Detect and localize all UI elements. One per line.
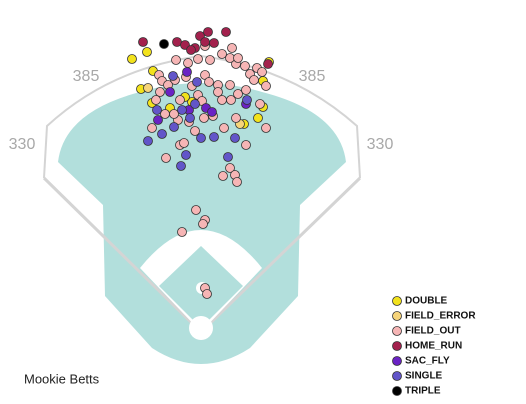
hit-point <box>205 55 215 65</box>
hit-point <box>159 39 169 49</box>
wall-distance: 330 <box>367 136 394 153</box>
legend-label: SAC_FLY <box>405 356 450 367</box>
legend-swatch <box>392 356 402 366</box>
hit-point <box>209 132 219 142</box>
hit-point <box>241 140 251 150</box>
hit-point <box>202 289 212 299</box>
legend-label: SINGLE <box>405 371 443 382</box>
hit-point <box>232 177 242 187</box>
wall-distance: 330 <box>9 136 36 153</box>
hit-point <box>242 95 252 105</box>
hit-point <box>227 43 237 53</box>
legend-swatch <box>392 326 402 336</box>
hit-point <box>193 54 203 64</box>
hit-point <box>181 150 191 160</box>
hit-point <box>192 77 202 87</box>
wall-distance: 385 <box>299 68 326 85</box>
hit-point <box>225 163 235 173</box>
hit-point <box>183 58 193 68</box>
hit-point <box>249 75 259 85</box>
hit-point <box>226 95 236 105</box>
hit-point <box>179 138 189 148</box>
player-name: Mookie Betts <box>24 371 100 386</box>
legend-label: FIELD_ERROR <box>405 311 476 322</box>
hit-point <box>198 219 208 229</box>
hit-point <box>151 95 161 105</box>
hit-point <box>204 77 214 87</box>
legend-label: DOUBLE <box>405 296 448 307</box>
hit-point <box>261 123 271 133</box>
legend-swatch <box>392 386 402 396</box>
hit-point <box>261 81 271 91</box>
hit-point <box>127 54 137 64</box>
hit-point <box>241 85 251 95</box>
hit-point <box>169 122 179 132</box>
hit-point <box>186 45 196 55</box>
hit-point <box>203 27 213 37</box>
legend-swatch <box>392 371 402 381</box>
hit-point <box>257 67 267 77</box>
hit-point <box>191 205 201 215</box>
hit-point <box>190 126 200 136</box>
legend-swatch <box>392 341 402 351</box>
hit-point <box>168 71 178 81</box>
hit-point <box>190 99 200 109</box>
hit-point <box>182 67 192 77</box>
legend-label: FIELD_OUT <box>405 326 461 337</box>
hit-point <box>176 161 186 171</box>
legend-label: HOME_RUN <box>405 341 462 352</box>
hit-point <box>231 113 241 123</box>
hit-point <box>223 152 233 162</box>
hit-point <box>152 105 162 115</box>
hit-point <box>138 37 148 47</box>
hit-point <box>143 136 153 146</box>
hit-point <box>147 123 157 133</box>
hit-point <box>230 133 240 143</box>
hit-point <box>240 61 250 71</box>
hit-point <box>157 129 167 139</box>
hit-point <box>225 80 235 90</box>
hit-point <box>165 87 175 97</box>
hit-point <box>219 123 229 133</box>
hit-point <box>142 47 152 57</box>
hit-point <box>200 37 210 47</box>
hit-point <box>169 109 179 119</box>
hit-point <box>171 55 181 65</box>
hit-point <box>233 53 243 63</box>
legend-label: TRIPLE <box>405 386 441 397</box>
hit-point <box>161 153 171 163</box>
hit-point <box>177 105 187 115</box>
hit-point <box>233 89 243 99</box>
hit-point <box>209 38 219 48</box>
hit-point <box>196 133 206 143</box>
hit-point <box>175 95 185 105</box>
hit-point <box>153 115 163 125</box>
wall-distance: 385 <box>73 68 100 85</box>
hit-point <box>253 113 263 123</box>
legend-swatch <box>392 296 402 306</box>
hit-point <box>217 95 227 105</box>
hit-point <box>177 227 187 237</box>
hit-point <box>213 87 223 97</box>
hit-point <box>207 107 217 117</box>
hit-point <box>185 113 195 123</box>
hit-point <box>263 59 273 69</box>
hit-point <box>143 83 153 93</box>
hit-point <box>217 49 227 59</box>
hit-point <box>155 87 165 97</box>
hit-point <box>199 113 209 123</box>
legend-swatch <box>392 311 402 321</box>
hit-point <box>221 27 231 37</box>
hit-point <box>218 171 228 181</box>
home-plate <box>189 316 213 340</box>
hit-point <box>255 99 265 109</box>
